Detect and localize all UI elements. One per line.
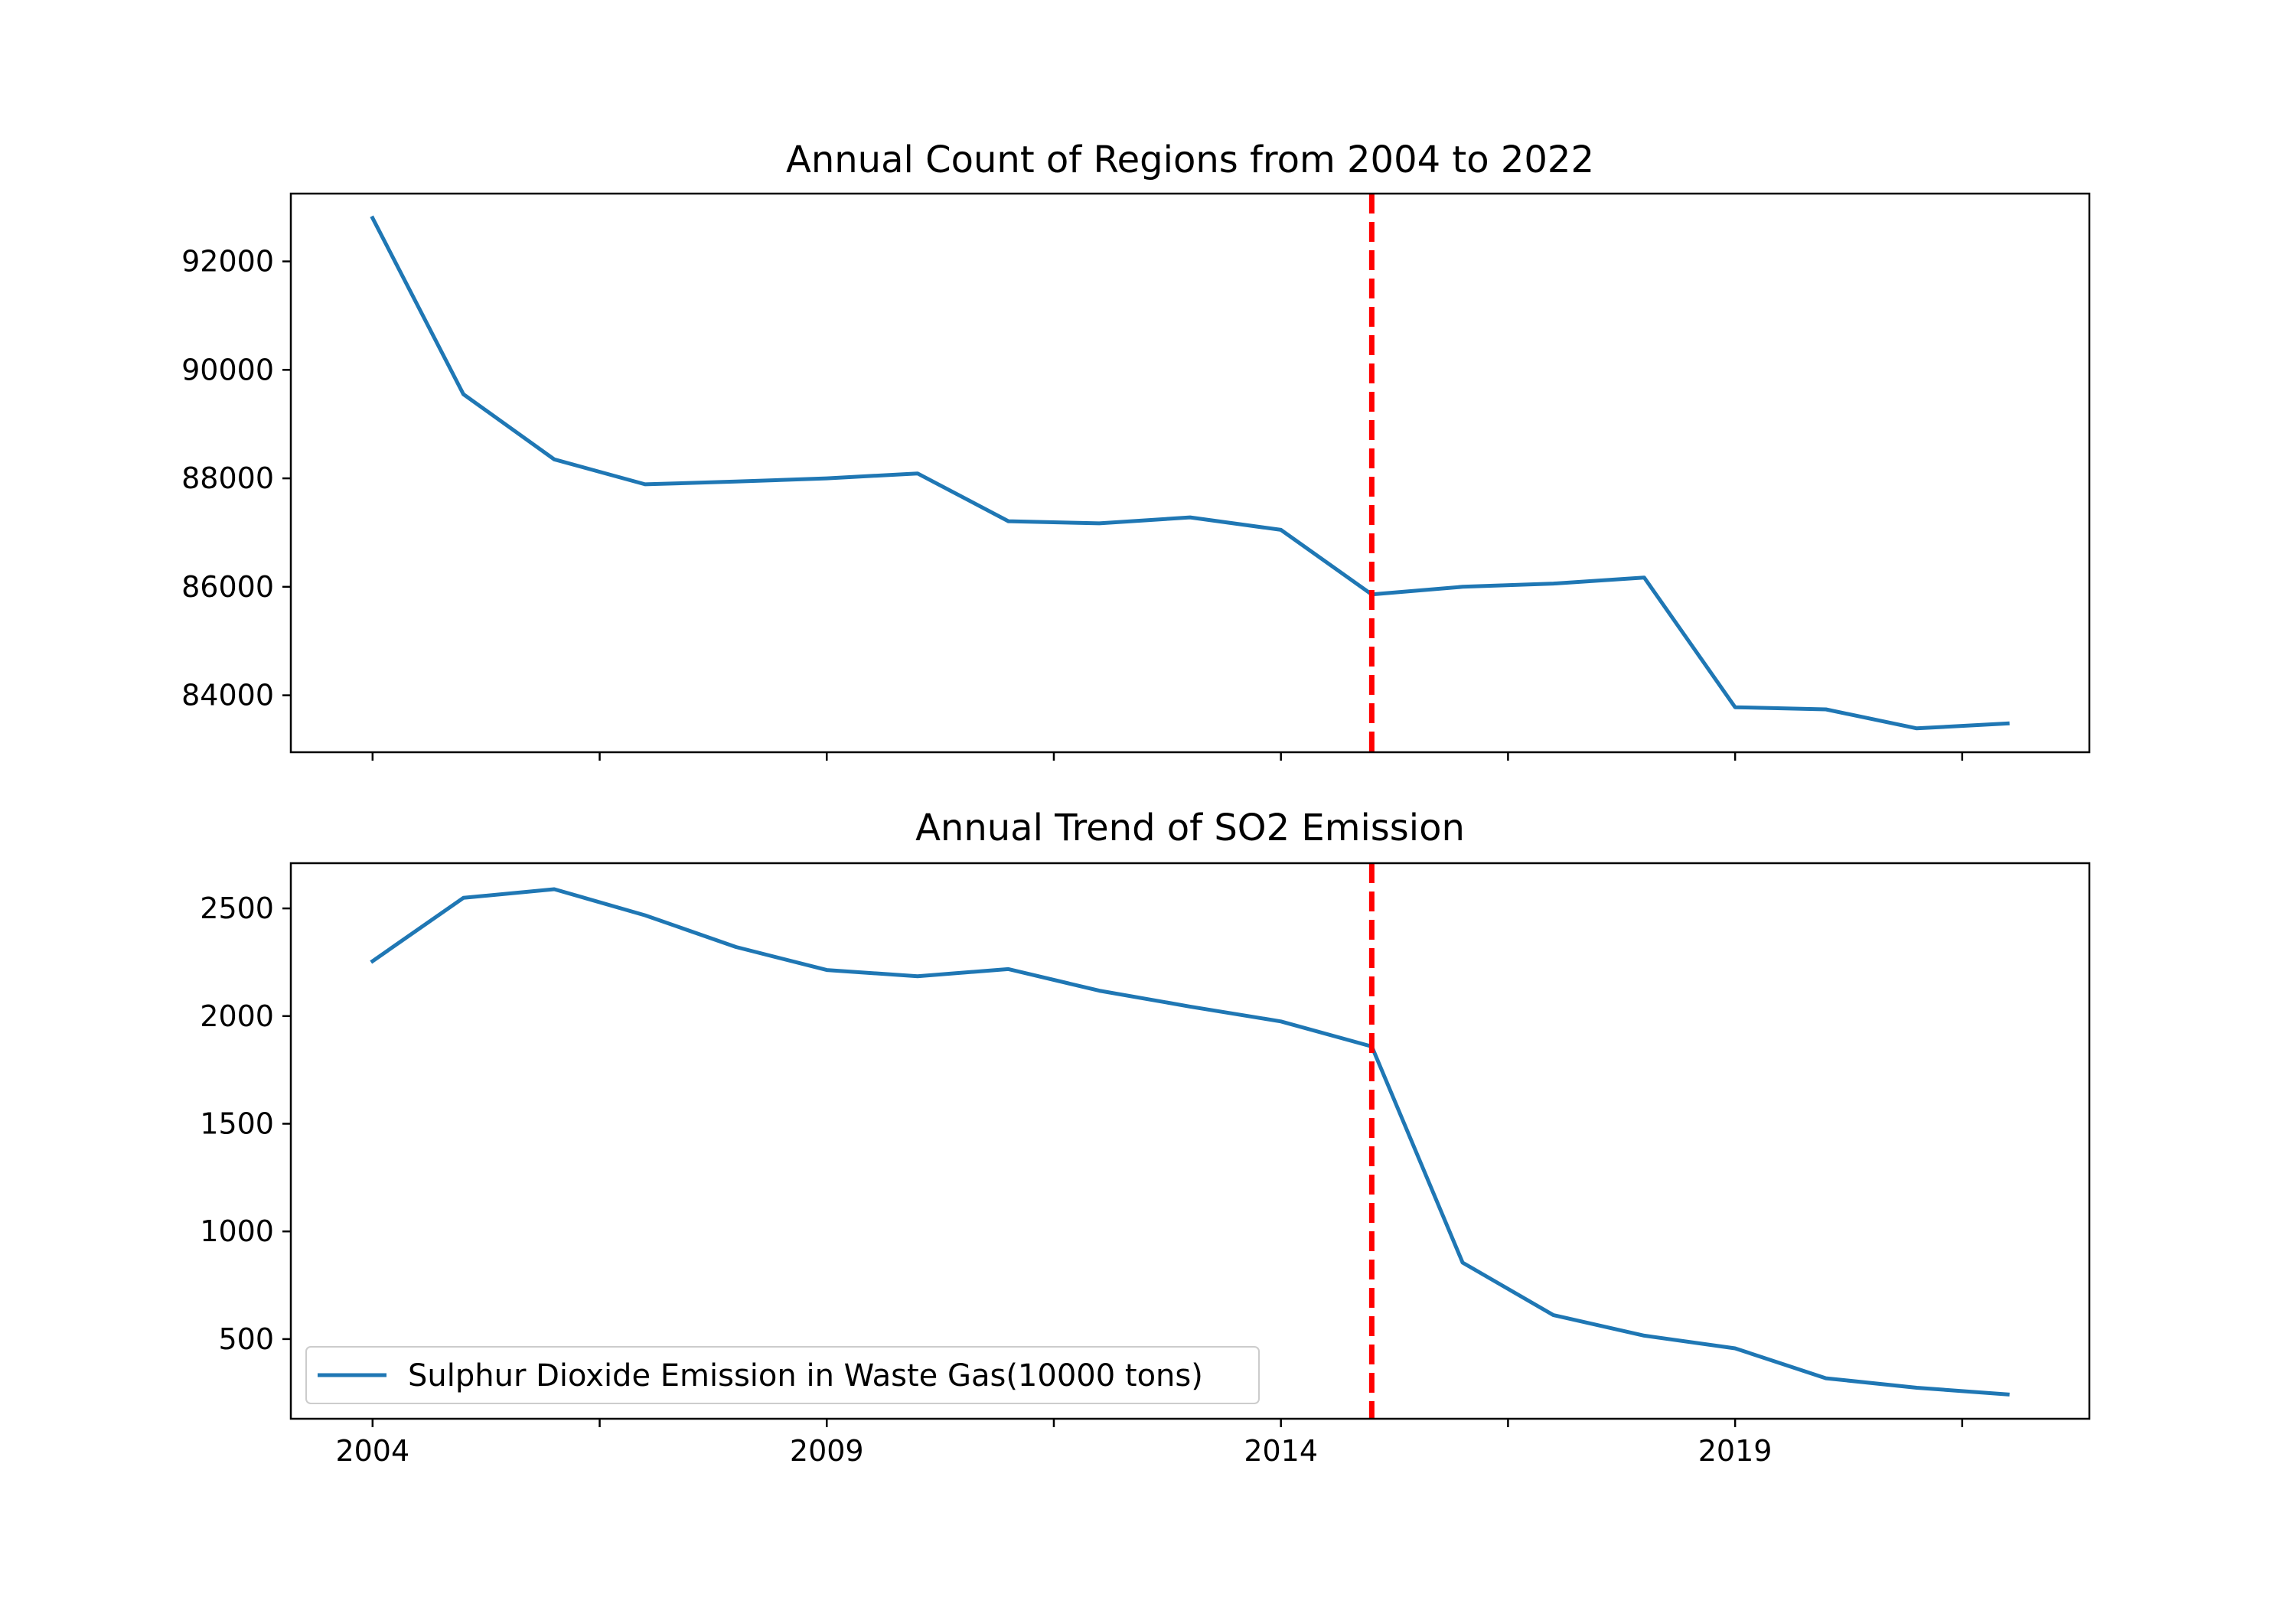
regions-series-line — [370, 215, 2010, 731]
so2-chart-title: Annual Trend of SO2 Emission — [915, 807, 1465, 849]
legend-box — [305, 1346, 1260, 1404]
regions-chart-title: Annual Count of Regions from 2004 to 202… — [786, 139, 1594, 181]
so2-xtick-label: 2009 — [790, 1434, 864, 1468]
regions-ytick-label: 84000 — [181, 679, 274, 712]
regions-count-panel: Annual Count of Regions from 2004 to 202… — [181, 139, 2091, 761]
regions-ytick-label: 88000 — [181, 461, 274, 495]
so2-xtick-label: 2019 — [1698, 1434, 1773, 1468]
so2-axes-frame — [289, 862, 2091, 1420]
so2-ytick-label: 2000 — [200, 999, 274, 1033]
regions-axes-frame — [289, 192, 2091, 754]
regions-ytick-label: 90000 — [181, 353, 274, 386]
so2-ytick-label: 1000 — [200, 1214, 274, 1248]
so2-plot-area: 500 1000 1500 2000 2500 2004 2009 2014 2019 — [200, 863, 2010, 1468]
so2-series-line — [370, 887, 2010, 1397]
regions-ytick-label: 86000 — [181, 570, 274, 604]
regions-ytick-label: 92000 — [181, 245, 274, 279]
legend: Sulphur Dioxide Emission in Waste Gas(10… — [305, 1346, 1260, 1404]
so2-ytick-label: 2500 — [200, 892, 274, 925]
so2-xtick-label: 2014 — [1244, 1434, 1318, 1468]
so2-xtick-label: 2004 — [335, 1434, 409, 1468]
so2-ytick-label: 500 — [218, 1322, 274, 1356]
regions-plot-area: 84000 86000 88000 90000 92000 — [181, 194, 2010, 761]
so2-emission-panel: Annual Trend of SO2 Emission 500 1000 1500… — [200, 807, 2091, 1468]
so2-ytick-label: 1500 — [200, 1107, 274, 1140]
legend-label: Sulphur Dioxide Emission in Waste Gas(10… — [408, 1358, 1203, 1393]
